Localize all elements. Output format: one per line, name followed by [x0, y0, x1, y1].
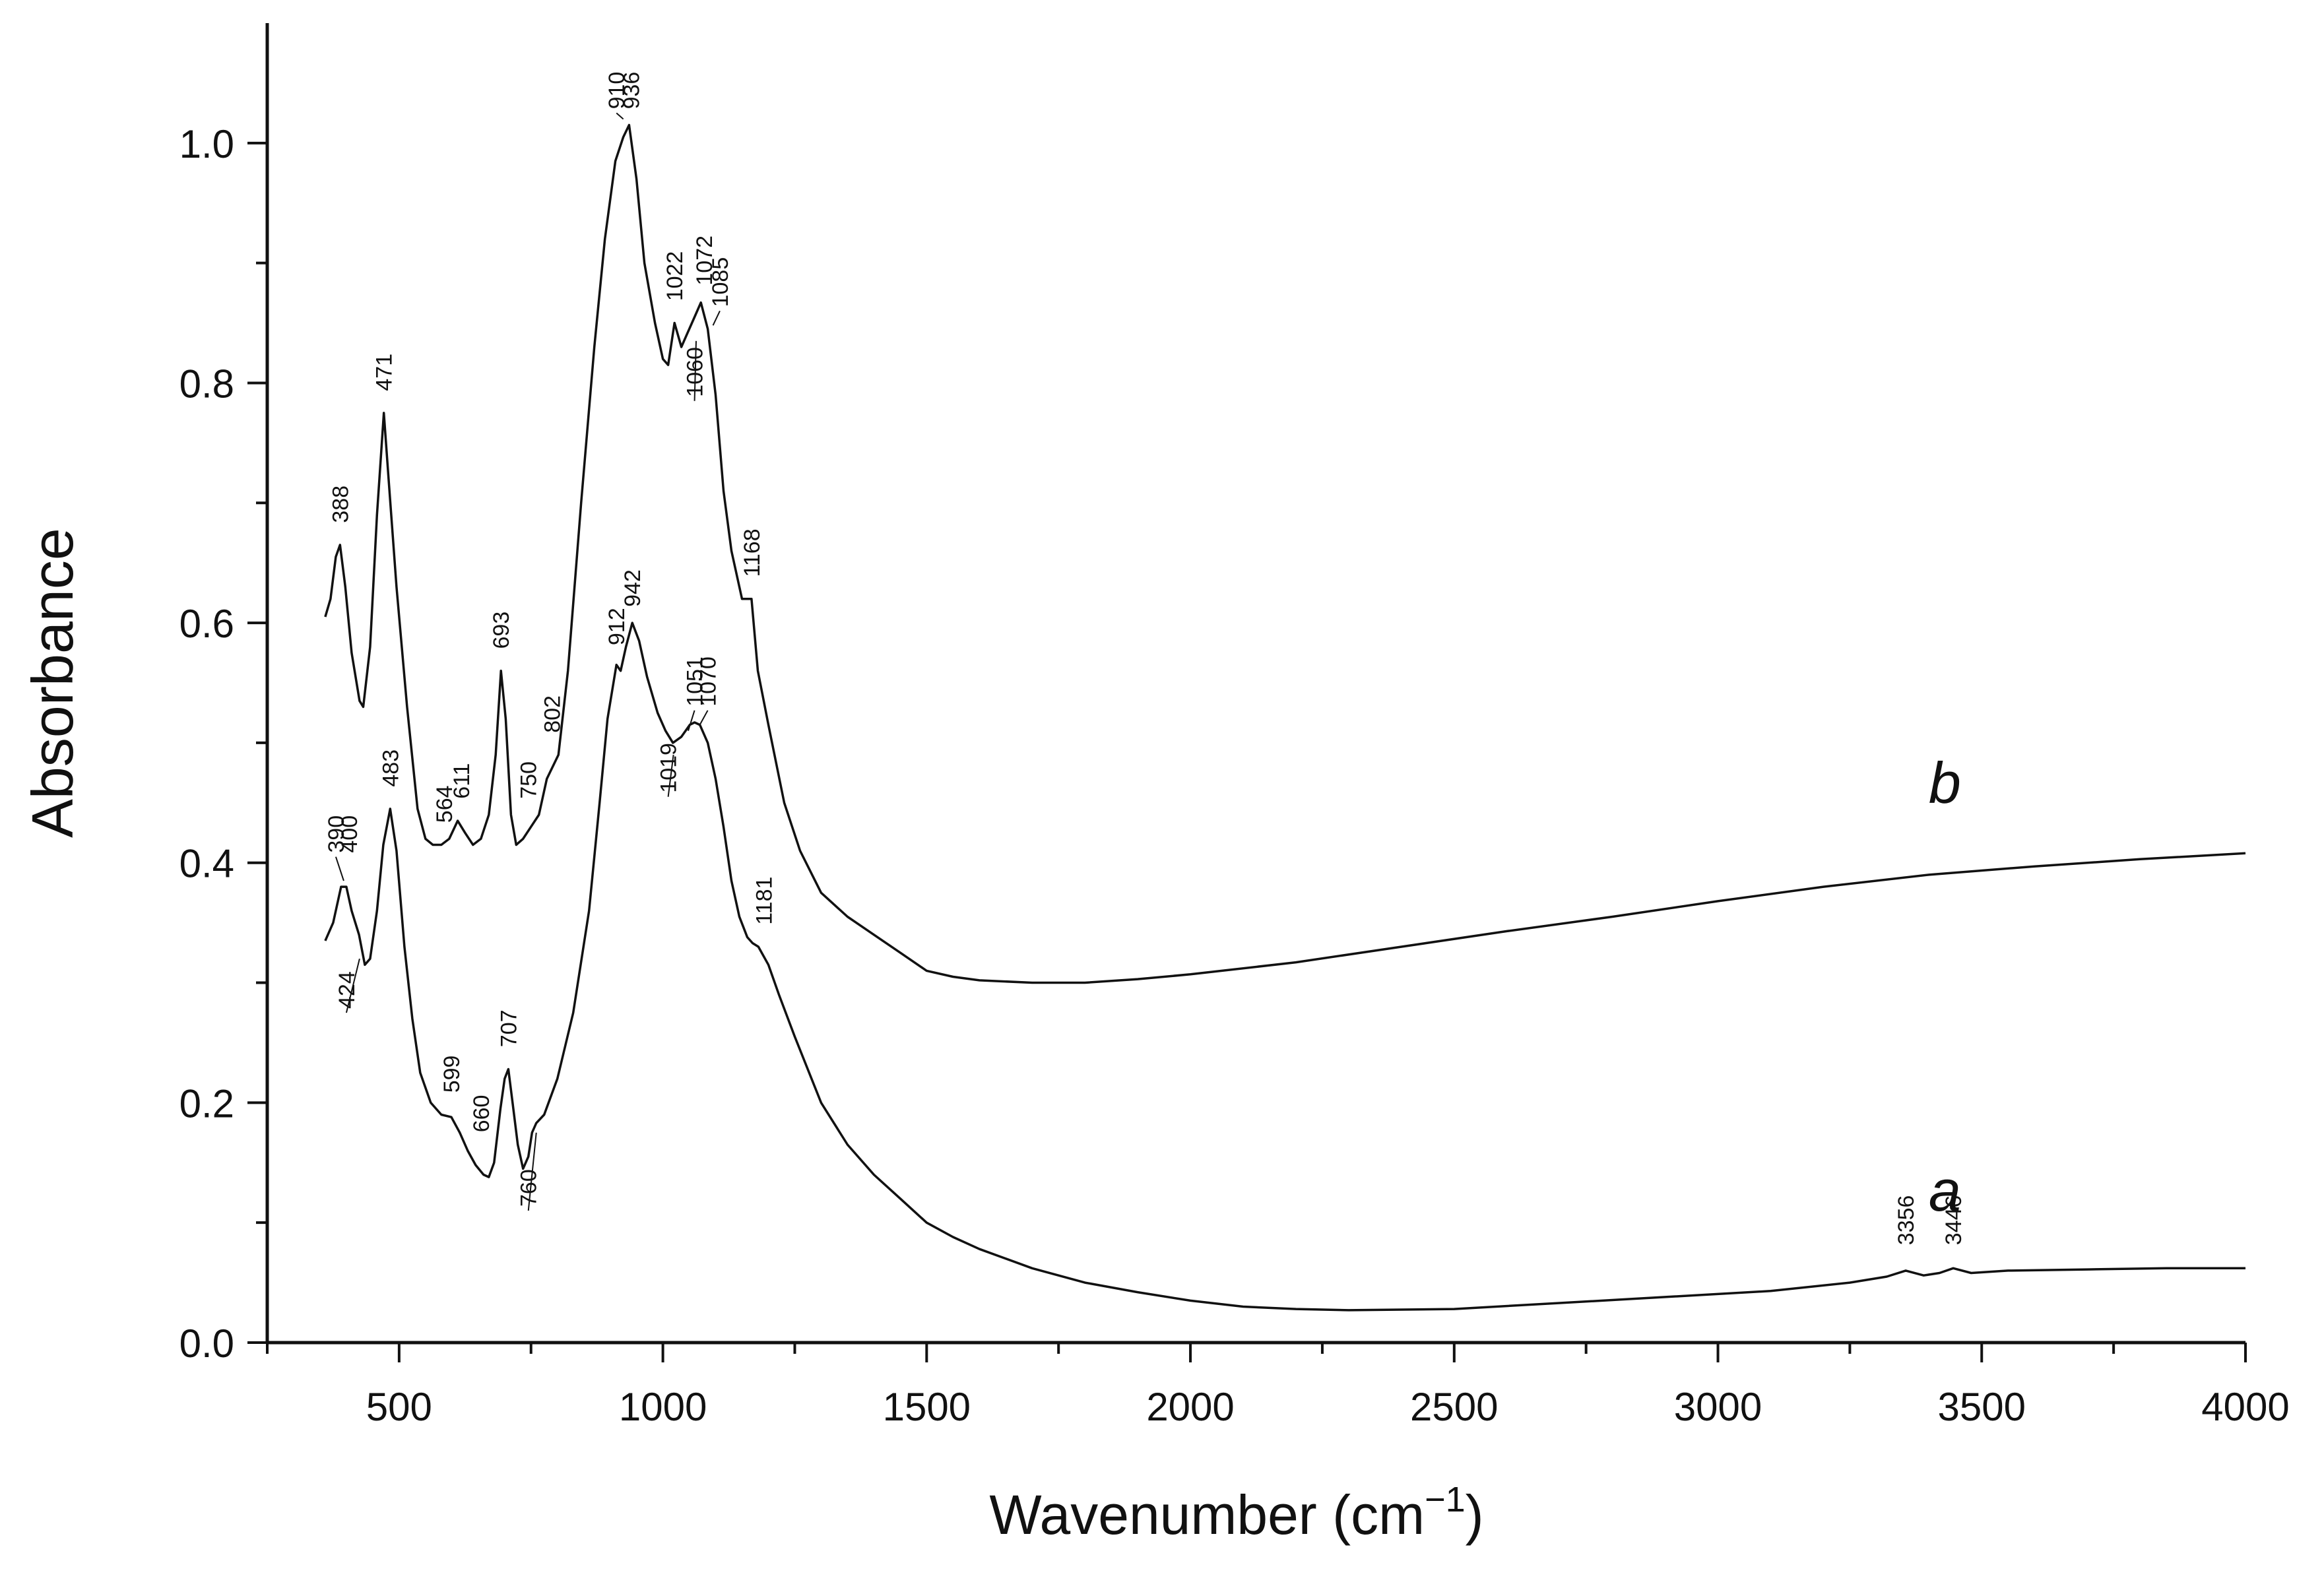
- peak-annotations: 3884715646116937508029109361022106010721…: [324, 72, 1966, 1246]
- peak-label: 910: [604, 72, 629, 110]
- peak-label: 1168: [740, 528, 765, 577]
- x-axis-title: Wavenumber (cm−1): [989, 1480, 1483, 1546]
- peak-leader-line: [688, 710, 695, 732]
- peak-label: 471: [372, 354, 397, 391]
- x-tick-label: 1000: [619, 1385, 707, 1429]
- peak-label: 611: [449, 763, 474, 799]
- y-axis-title: Absorbance: [20, 528, 85, 838]
- x-axis-title-main: Wavenumber (cm: [989, 1484, 1425, 1546]
- peak-label: 942: [620, 569, 645, 607]
- peak-label: 660: [469, 1095, 494, 1133]
- peak-leader-line: [345, 958, 360, 1013]
- x-tick-label: 2000: [1146, 1385, 1234, 1429]
- series-b-label: b: [1929, 750, 1961, 815]
- peak-label: 936: [620, 72, 645, 110]
- peak-leader-line: [712, 310, 721, 326]
- peak-label: 424: [335, 971, 360, 1009]
- series-group: ab: [324, 123, 2246, 1312]
- y-tick-label: 0.8: [179, 362, 234, 406]
- series-a-line: [324, 621, 2245, 1312]
- peak-label: 1072: [692, 236, 717, 286]
- x-tick-label: 500: [366, 1385, 432, 1429]
- series-b-line: [324, 123, 2246, 984]
- peak-leader-line: [616, 112, 624, 120]
- x-tick-label: 2500: [1410, 1385, 1498, 1429]
- peak-label: 3446: [1941, 1195, 1966, 1246]
- peak-label: 1060: [683, 347, 708, 397]
- peak-label: 599: [439, 1056, 465, 1093]
- peak-label: 483: [378, 749, 403, 787]
- x-axis-title-superscript: −1: [1425, 1480, 1466, 1519]
- peak-label: 760: [517, 1169, 542, 1207]
- peak-label: 1070: [696, 656, 721, 707]
- peak-label: 707: [496, 1009, 521, 1047]
- axes: [265, 23, 2245, 1345]
- peak-leader-line: [667, 754, 674, 797]
- x-tick-label: 3000: [1674, 1385, 1762, 1429]
- peak-label: 1051: [683, 656, 708, 707]
- peak-label: 400: [337, 815, 362, 853]
- peak-leader-line: [699, 710, 709, 726]
- x-tick-label: 4000: [2201, 1385, 2289, 1429]
- y-ticks: 0.0 0.2 0.4 0.6 0.8 1.0: [179, 122, 267, 1366]
- peak-leader-line: [527, 1132, 537, 1211]
- series-a-label: a: [1929, 1158, 1961, 1223]
- peak-label: 390: [324, 815, 349, 853]
- peak-leader-line: [694, 340, 697, 401]
- peak-label: 1022: [662, 251, 688, 302]
- peak-label: 388: [328, 486, 353, 523]
- peak-label: 750: [517, 761, 542, 799]
- x-tick-label: 3500: [1938, 1385, 2026, 1429]
- peak-label: 3356: [1894, 1195, 1919, 1246]
- y-tick-label: 0.6: [179, 602, 234, 646]
- peak-label: 802: [540, 695, 565, 733]
- y-tick-label: 0.4: [179, 842, 234, 886]
- x-ticks: 500 1000 1500 2000 2500 3000 3500 4000: [266, 1343, 2290, 1429]
- peak-label: 1181: [752, 877, 777, 925]
- y-tick-label: 0.2: [179, 1081, 234, 1126]
- peak-label: 1085: [708, 257, 733, 307]
- peak-label: 912: [604, 608, 629, 645]
- peak-label: 693: [489, 612, 514, 649]
- peak-leader-line: [335, 856, 344, 881]
- x-tick-label: 1500: [883, 1385, 971, 1429]
- peak-label: 1019: [657, 743, 682, 793]
- y-tick-label: 1.0: [179, 122, 234, 166]
- y-tick-label: 0.0: [179, 1321, 234, 1366]
- peak-label: 564: [432, 785, 457, 823]
- x-axis-title-close: ): [1466, 1484, 1484, 1546]
